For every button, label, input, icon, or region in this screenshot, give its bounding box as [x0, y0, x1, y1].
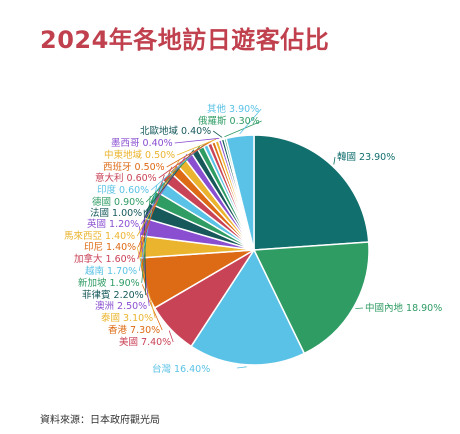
leader-line-11 — [137, 166, 173, 248]
slice-2 — [190, 248, 306, 366]
slice-label-7: 菲律賓 2.20% — [82, 289, 144, 301]
slice-1 — [252, 241, 370, 355]
slice-label-19: 中東地域 0.50% — [104, 149, 175, 161]
slice-label-1: 中國內地 18.90% — [365, 302, 442, 314]
leader-line-2 — [236, 366, 247, 369]
slice-label-17: 意大利 0.60% — [95, 172, 157, 184]
slice-label-8: 新加坡 1.90% — [78, 277, 140, 289]
leader-line-21 — [212, 130, 223, 138]
leader-line-18 — [166, 140, 213, 168]
slice-label-18: 西班牙 0.50% — [103, 161, 165, 173]
slice-label-5: 泰國 3.10% — [101, 312, 153, 324]
leader-line-19 — [177, 138, 217, 156]
slice-label-4: 香港 7.30% — [108, 324, 160, 336]
slice-23 — [225, 134, 255, 251]
slice-label-0: 韓國 23.90% — [337, 152, 395, 163]
slice-label-20: 墨西哥 0.40% — [111, 138, 173, 149]
leader-line-1 — [355, 307, 364, 309]
slice-label-2: 台灣 16.40% — [152, 363, 210, 375]
slice-label-9: 越南 1.70% — [85, 265, 137, 277]
slice-label-15: 德國 0.90% — [92, 196, 144, 208]
slice-label-10: 加拿大 1.60% — [74, 253, 136, 265]
leader-line-22 — [224, 120, 262, 138]
slice-label-14: 法國 1.00% — [90, 207, 142, 219]
leader-line-3 — [168, 330, 174, 343]
chart-title: 2024年各地訪日遊客佔比 — [40, 26, 330, 54]
slice-label-6: 澳洲 2.50% — [95, 300, 147, 312]
slice-label-22: 俄羅斯 0.30% — [198, 115, 260, 127]
source-note: 資料來源：日本政府觀光局 — [40, 415, 160, 426]
leader-line-9 — [138, 184, 158, 272]
slice-label-21: 北歐地域 0.40% — [140, 125, 211, 137]
slice-label-16: 印度 0.60% — [97, 184, 149, 196]
slice-label-3: 美國 7.40% — [119, 336, 171, 348]
slice-label-23: 其他 3.90% — [207, 103, 259, 115]
leader-line-23 — [239, 108, 262, 135]
slice-label-11: 印尼 1.40% — [84, 241, 136, 253]
slice-label-13: 英國 1.20% — [87, 218, 139, 230]
slice-label-12: 馬來西亞 1.40% — [64, 231, 135, 242]
leader-line-0 — [333, 156, 336, 165]
slice-0 — [253, 134, 370, 251]
leader-line-20 — [174, 137, 220, 144]
